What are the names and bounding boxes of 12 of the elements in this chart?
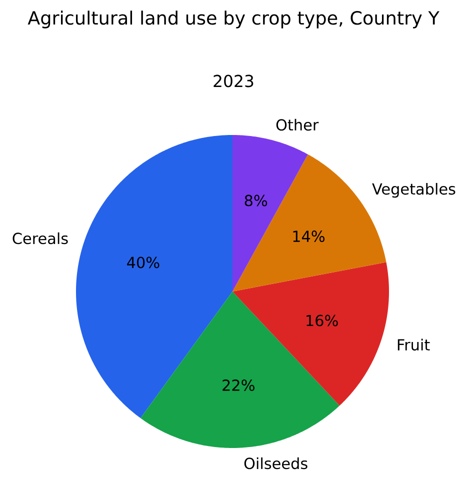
data-label: 40% — [127, 256, 160, 268]
data-label: 16% — [306, 314, 338, 326]
chart-title: Agricultural land use by crop type, Country Y — [28, 10, 440, 28]
chart-subtitle: 2023 — [214, 74, 254, 88]
slice-label: Cereals — [12, 232, 68, 244]
slice-label: Vegetables — [372, 182, 456, 198]
slice-label: Fruit — [398, 338, 430, 351]
data-label: 14% — [293, 230, 325, 242]
data-label: 8% — [244, 194, 268, 206]
slice-label: Oilseeds — [244, 457, 308, 470]
data-label: 22% — [222, 379, 254, 391]
slice-label: Other — [276, 118, 319, 131]
